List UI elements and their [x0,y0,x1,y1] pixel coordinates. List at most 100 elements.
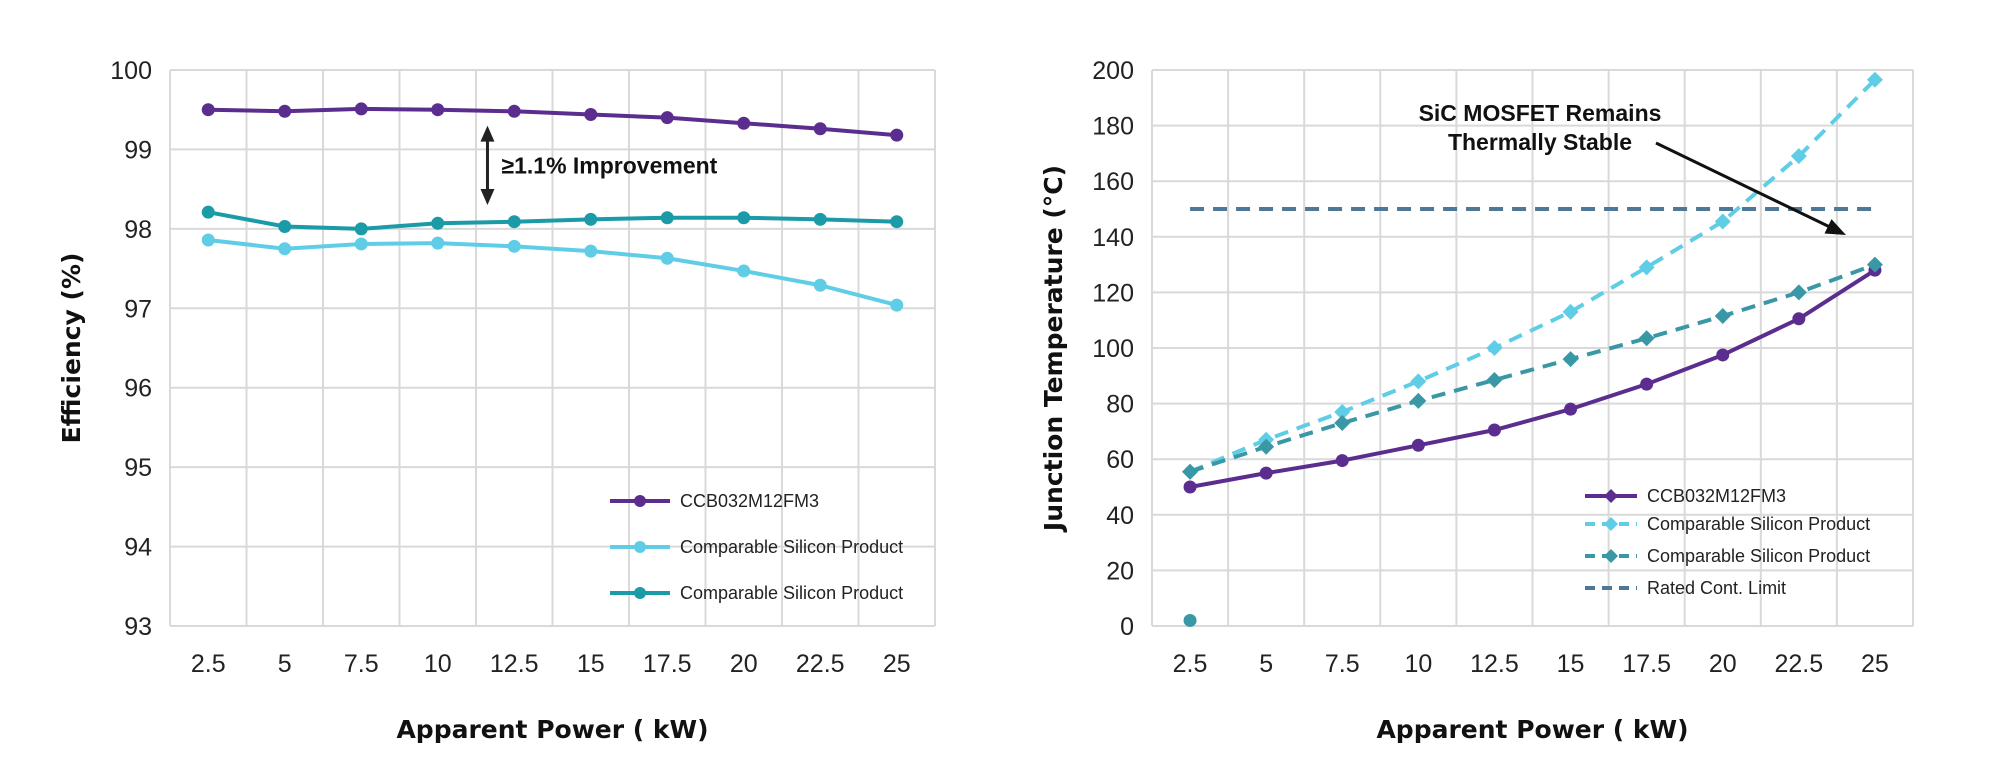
series-line [1189,78,1877,474]
data-point [1714,213,1731,230]
arrow-head-icon [1824,219,1846,235]
data-point [1410,373,1427,390]
legend-item: CCB032M12FM3 [1585,486,1786,506]
chart-2: 0 20 40 60 80 100 120 140 160 180 200 2.5 5 7.5 10 12.5… [1039,57,1914,744]
x-tick-label: 5 [278,650,292,678]
legend-item: Rated Cont. Limit [1585,578,1786,598]
series-3 [1182,256,1883,480]
series-3 [201,205,904,236]
data-point [278,242,292,256]
y-tick-label: 180 [1092,113,1134,141]
data-point [201,233,215,247]
x-tick-label: 7.5 [344,650,379,678]
data-point [660,111,674,125]
legend-item: Comparable Silicon Product [610,583,903,603]
x-axis-label: Apparent Power ( kW) [1376,715,1688,744]
x-tick-label: 12.5 [490,650,539,678]
x-tick-label: 2.5 [1173,650,1208,678]
legend-marker [1604,517,1618,531]
legend-label: Rated Cont. Limit [1647,578,1786,598]
data-point [890,128,904,142]
data-point [1790,284,1807,301]
annotation-text: ≥1.1% Improvement [501,152,717,178]
y-tick-label: 0 [1120,613,1134,641]
x-tick-label: 17.5 [1622,650,1671,678]
legend-label: Comparable Silicon Product [1647,514,1870,534]
y-tick-label: 160 [1092,168,1134,196]
y-axis-label: Efficiency (%) [57,253,86,444]
data-point [507,215,521,229]
y-tick-label: 60 [1106,446,1134,474]
data-point [890,215,904,229]
y-tick-label: 120 [1092,279,1134,307]
x-tick-label: 2.5 [191,650,226,678]
x-tick-label: 7.5 [1325,650,1360,678]
data-point [354,237,368,251]
data-point [1486,371,1503,388]
data-point [1182,463,1199,480]
data-point [890,298,904,312]
y-tick-label: 20 [1106,557,1134,585]
data-point [431,236,445,250]
x-tick-label: 15 [1557,650,1585,678]
data-point [1638,259,1655,276]
data-point [660,211,674,225]
data-point [737,116,751,130]
thermal-annotation: SiC MOSFET Remains Thermally Stable [1419,100,1846,235]
chart-1: 93 94 95 96 97 98 99 100 2.5 5 7.5 10 12.5 15 17.5 20 22… [57,57,936,744]
y-axis-label: Junction Temperature (°C) [1039,165,1068,533]
series-line [207,210,897,231]
data-point [1562,351,1579,368]
legend-label: Comparable Silicon Product [680,537,903,557]
data-point [1638,330,1655,347]
data-point [584,244,598,258]
data-point [1334,403,1351,420]
series-1 [1183,263,1882,494]
data-point [813,278,827,292]
y-tick-label: 100 [110,57,152,85]
series-line [1189,262,1876,474]
improvement-annotation: ≥1.1% Improvement [480,125,718,206]
data-point [201,205,215,219]
data-point [278,104,292,118]
data-point [354,222,368,236]
annotation-text-line: SiC MOSFET Remains [1419,100,1662,126]
data-point [737,211,751,225]
annotation-text-line: Thermally Stable [1448,129,1632,155]
series-1 [201,102,904,142]
data-point [201,103,215,117]
data-point [1866,71,1883,88]
y-tick-label: 97 [124,295,152,323]
x-tick-label: 20 [730,650,758,678]
legend-label: CCB032M12FM3 [1647,486,1786,506]
x-tick-label: 10 [1404,650,1432,678]
data-point [1258,438,1275,455]
y-tick-label: 98 [124,216,152,244]
data-point [1183,480,1197,494]
data-point [278,219,292,233]
series-line [208,237,898,308]
data-point [431,216,445,230]
legend-marker [1604,489,1618,503]
data-point [1714,308,1731,325]
data-point [1487,423,1501,437]
y-tick-label: 93 [124,613,152,641]
legend-marker [634,495,646,507]
data-point [1790,148,1807,165]
data-point [1866,256,1883,273]
arrow-head-down-icon [480,189,495,206]
x-axis-label: Apparent Power ( kW) [396,715,708,744]
x-tick-label: 20 [1709,650,1737,678]
data-point [1410,392,1427,409]
data-point [1564,402,1578,416]
series-2 [201,233,904,312]
x-tick-label: 25 [883,650,911,678]
data-point [1792,312,1806,326]
data-point [1259,466,1273,480]
data-point [1411,438,1425,452]
x-tick-label: 22.5 [796,650,845,678]
data-point [813,122,827,136]
data-point [584,212,598,226]
data-point [1562,303,1579,320]
series-line [208,106,897,138]
